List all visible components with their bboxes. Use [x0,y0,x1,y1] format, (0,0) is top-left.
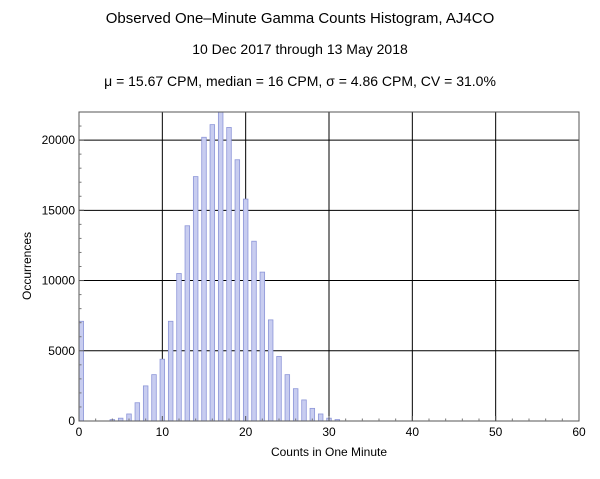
y-tick-label: 10000 [42,274,76,288]
grid [79,112,579,421]
x-tick-label: 30 [322,425,336,439]
y-tick-label: 20000 [42,133,76,147]
y-axis-label: Occurrences [20,232,34,300]
histogram-bar [142,385,149,422]
x-tick-label: 20 [239,425,253,439]
histogram-bar [201,136,207,422]
histogram-bar [159,358,166,422]
histogram-bar [184,225,191,422]
y-tick-label: 0 [68,414,75,428]
x-tick-label: 10 [156,425,170,439]
ticks: 0 10 20 30 40 50 60 0 5000 10000 15000 20000 [42,125,586,439]
histogram-bar [151,374,157,422]
x-tick-label: 50 [489,425,503,439]
histogram-bar [242,198,249,422]
x-tick-label: 60 [572,425,586,439]
x-tick-label: 40 [406,425,420,439]
chart-stats-line: μ = 15.67 CPM, median = 16 CPM, σ = 4.86… [104,73,496,89]
histogram-bar [251,240,257,422]
histogram-bar [317,413,324,422]
histogram-bar [134,402,141,422]
x-axis-label: Counts in One Minute [271,445,387,459]
histogram-bar [301,399,307,422]
histogram-bar [209,124,216,422]
x-tick-label: 0 [76,425,83,439]
histogram-bar [267,319,274,422]
histogram-bar [192,176,199,422]
histogram-bar [259,271,266,422]
chart-title: Observed One–Minute Gamma Counts Histogr… [105,10,495,27]
histogram-bar [276,355,282,422]
histogram-bar [217,111,224,422]
histogram-bar [292,388,299,422]
histogram-bar [284,374,291,422]
y-tick-label: 15000 [42,203,76,217]
histogram-bar [226,127,232,422]
bars [78,111,341,422]
histogram-bar [234,159,241,422]
y-tick-label: 5000 [48,344,75,358]
histogram-bar [167,320,174,422]
histogram-bar [176,273,182,422]
chart-subtitle: 10 Dec 2017 through 13 May 2018 [192,41,408,57]
